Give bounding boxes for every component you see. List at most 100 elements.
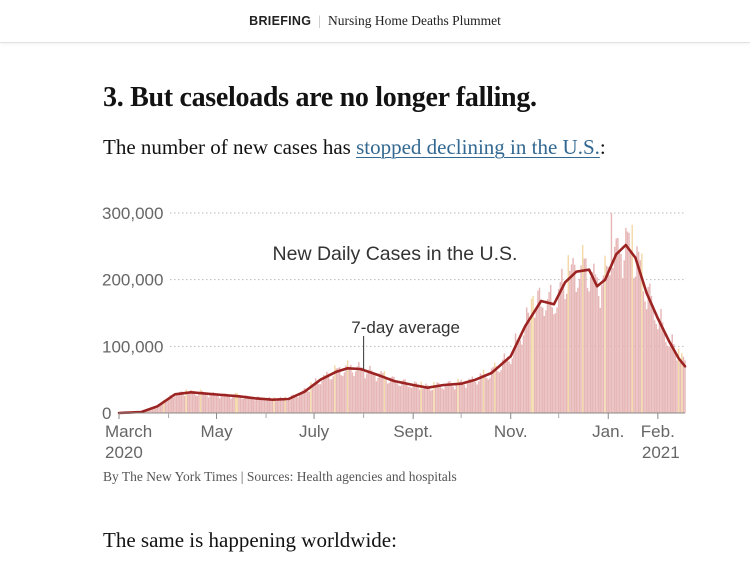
daily-case-bar xyxy=(377,377,379,413)
daily-case-bar xyxy=(578,278,581,413)
daily-case-bar xyxy=(465,387,467,413)
daily-case-bar xyxy=(540,306,542,413)
daily-case-bar xyxy=(679,362,681,413)
daily-case-bar xyxy=(431,389,434,413)
daily-case-bar xyxy=(522,335,525,413)
daily-case-bar xyxy=(314,378,317,413)
daily-case-bar xyxy=(193,390,195,413)
daily-case-bar xyxy=(274,401,277,413)
daily-case-bar xyxy=(383,370,386,413)
daily-case-bar xyxy=(569,270,571,413)
daily-case-bar xyxy=(436,382,438,413)
daily-case-bar xyxy=(364,378,366,413)
daily-case-bar xyxy=(378,373,381,413)
daily-case-bar xyxy=(422,388,424,413)
daily-case-bar xyxy=(263,400,266,413)
daily-case-bar xyxy=(393,376,395,413)
daily-case-bar xyxy=(332,376,334,413)
daily-case-bar xyxy=(516,339,518,413)
daily-case-bar xyxy=(503,353,506,413)
daily-case-bar xyxy=(644,301,646,413)
daily-case-bar xyxy=(153,407,155,413)
daily-case-bar xyxy=(346,360,349,413)
daily-case-bar xyxy=(284,396,287,413)
daily-case-bar xyxy=(388,382,390,413)
daily-case-bar xyxy=(199,389,202,413)
daily-case-bar xyxy=(289,398,291,413)
daily-case-bar xyxy=(209,394,211,413)
daily-case-bar xyxy=(585,258,587,413)
daily-case-bar xyxy=(565,293,568,413)
daily-case-bar xyxy=(225,393,227,413)
daily-case-bar xyxy=(147,409,149,413)
daily-case-bar xyxy=(295,396,298,413)
daily-case-bar xyxy=(155,406,157,413)
x-tick-label: July xyxy=(299,422,330,441)
daily-case-bar xyxy=(634,276,637,413)
daily-case-bar xyxy=(172,397,175,413)
daily-case-bar xyxy=(457,378,459,413)
daily-case-bar xyxy=(177,393,179,413)
daily-case-bar xyxy=(233,394,235,413)
y-tick-label: 0 xyxy=(102,404,111,423)
daily-case-bar xyxy=(182,392,184,413)
daily-case-bar xyxy=(297,397,299,413)
daily-case-bar xyxy=(561,268,563,413)
daily-case-bar xyxy=(613,246,616,413)
daily-case-bar xyxy=(278,399,280,413)
daily-case-bar xyxy=(414,381,416,413)
daily-case-bar xyxy=(166,399,168,413)
chart-credit: By The New York Times | Sources: Health … xyxy=(103,469,457,484)
daily-case-bar xyxy=(334,365,336,413)
y-tick-label: 100,000 xyxy=(102,337,163,356)
daily-case-bar xyxy=(151,408,154,413)
daily-case-bar xyxy=(567,255,570,413)
daily-case-bar xyxy=(423,386,426,413)
daily-case-bar xyxy=(487,379,490,413)
daily-case-bar xyxy=(385,378,387,413)
chart-container: 300,000 200,000 100,000 0 March 2020 May July S… xyxy=(95,195,700,465)
daily-case-bar xyxy=(150,408,152,413)
x-tick-label: Jan. xyxy=(592,422,624,441)
header-separator: | xyxy=(318,13,321,28)
daily-case-bar xyxy=(404,379,406,413)
daily-case-bar xyxy=(570,264,573,413)
daily-case-bar xyxy=(185,389,187,413)
y-tick-label: 200,000 xyxy=(102,271,163,290)
daily-case-bar xyxy=(308,391,310,413)
daily-case-bar xyxy=(239,397,242,413)
section-kicker[interactable]: BRIEFING xyxy=(249,14,312,28)
daily-case-bar xyxy=(268,396,271,413)
daily-case-bar xyxy=(462,382,464,413)
daily-case-bar xyxy=(410,387,413,413)
daily-case-bar xyxy=(382,373,384,413)
daily-case-bar xyxy=(492,366,494,413)
daily-case-bar xyxy=(409,386,411,413)
daily-case-bar xyxy=(242,398,245,413)
daily-case-bar xyxy=(517,339,520,413)
daily-case-bar xyxy=(279,396,282,413)
daily-case-bar xyxy=(674,352,677,413)
briefing-title[interactable]: Nursing Home Deaths Plummet xyxy=(327,13,501,28)
daily-case-bar xyxy=(174,396,176,413)
x-tick-label: Feb. xyxy=(641,422,675,441)
x-axis-labels: March 2020 May July Sept. Nov. Jan. Feb. 2021 xyxy=(105,422,680,462)
daily-case-bar xyxy=(255,397,258,413)
daily-case-bar xyxy=(446,384,448,413)
daily-case-bar xyxy=(257,396,259,413)
daily-case-bar xyxy=(673,344,675,413)
daily-case-bar xyxy=(203,392,205,413)
stopped-declining-link[interactable]: stopped declining in the U.S. xyxy=(356,135,600,159)
daily-case-bar xyxy=(633,278,635,413)
daily-case-bar xyxy=(163,399,165,413)
daily-case-bar xyxy=(428,386,430,413)
daily-case-bar xyxy=(250,398,253,413)
daily-case-bar xyxy=(655,323,657,413)
daily-case-bar xyxy=(543,315,546,413)
daily-case-bar xyxy=(541,307,544,413)
daily-case-bar xyxy=(330,379,333,413)
daily-case-bar xyxy=(234,393,237,413)
daily-case-bar xyxy=(230,398,232,413)
daily-case-bar xyxy=(466,383,469,413)
daily-case-bar xyxy=(580,265,582,413)
